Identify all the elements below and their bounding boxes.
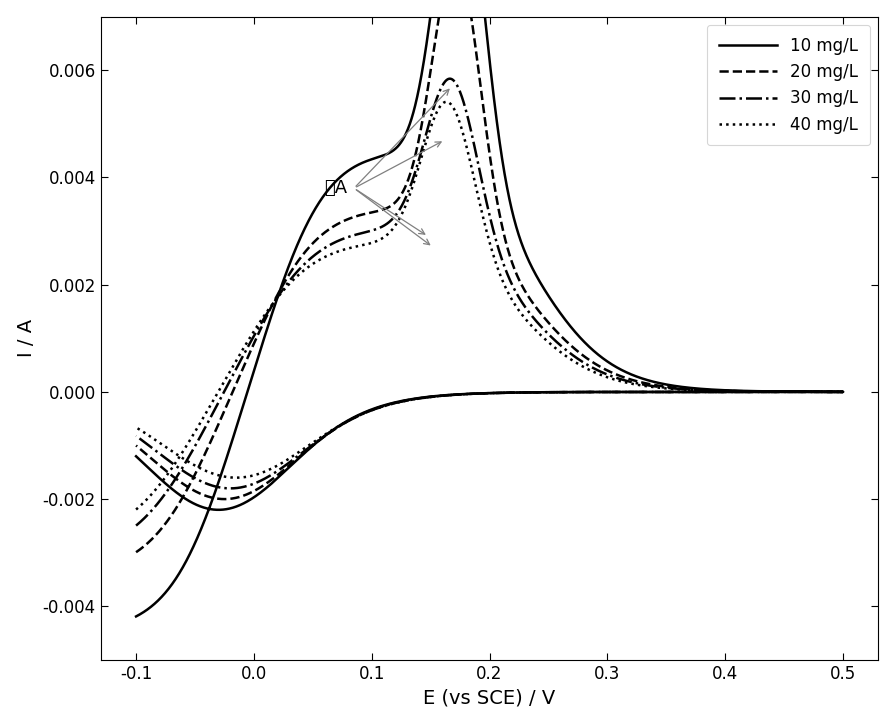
20 mg/L xyxy=(802,387,813,396)
10 mg/L xyxy=(802,387,813,396)
30 mg/L xyxy=(444,75,455,83)
40 mg/L xyxy=(802,387,813,396)
40 mg/L xyxy=(131,505,141,514)
Text: 峺A: 峺A xyxy=(324,180,347,197)
20 mg/L xyxy=(517,388,527,397)
Line: 20 mg/L: 20 mg/L xyxy=(136,0,842,552)
10 mg/L xyxy=(724,386,735,395)
20 mg/L xyxy=(724,387,735,395)
20 mg/L xyxy=(736,387,746,395)
Line: 30 mg/L: 30 mg/L xyxy=(136,79,842,526)
20 mg/L xyxy=(173,477,184,486)
40 mg/L xyxy=(517,388,527,397)
30 mg/L xyxy=(517,388,527,397)
30 mg/L xyxy=(131,432,141,440)
10 mg/L xyxy=(131,612,141,620)
20 mg/L xyxy=(244,489,255,497)
40 mg/L xyxy=(173,452,184,460)
X-axis label: E (vs SCE) / V: E (vs SCE) / V xyxy=(423,689,555,707)
40 mg/L xyxy=(131,423,141,432)
40 mg/L xyxy=(244,472,255,481)
10 mg/L xyxy=(244,496,255,505)
Legend: 10 mg/L, 20 mg/L, 30 mg/L, 40 mg/L: 10 mg/L, 20 mg/L, 30 mg/L, 40 mg/L xyxy=(706,25,869,146)
30 mg/L xyxy=(736,387,746,395)
30 mg/L xyxy=(173,464,184,473)
10 mg/L xyxy=(131,452,141,460)
20 mg/L xyxy=(131,441,141,450)
30 mg/L xyxy=(131,521,141,530)
30 mg/L xyxy=(724,387,735,395)
40 mg/L xyxy=(441,98,451,106)
40 mg/L xyxy=(736,387,746,396)
30 mg/L xyxy=(244,481,255,489)
10 mg/L xyxy=(736,387,746,395)
20 mg/L xyxy=(131,548,141,557)
40 mg/L xyxy=(724,387,735,395)
Y-axis label: I / A: I / A xyxy=(17,319,36,358)
Line: 10 mg/L: 10 mg/L xyxy=(136,0,842,616)
Line: 40 mg/L: 40 mg/L xyxy=(136,102,842,510)
30 mg/L xyxy=(802,387,813,396)
10 mg/L xyxy=(517,388,527,397)
10 mg/L xyxy=(173,490,184,499)
